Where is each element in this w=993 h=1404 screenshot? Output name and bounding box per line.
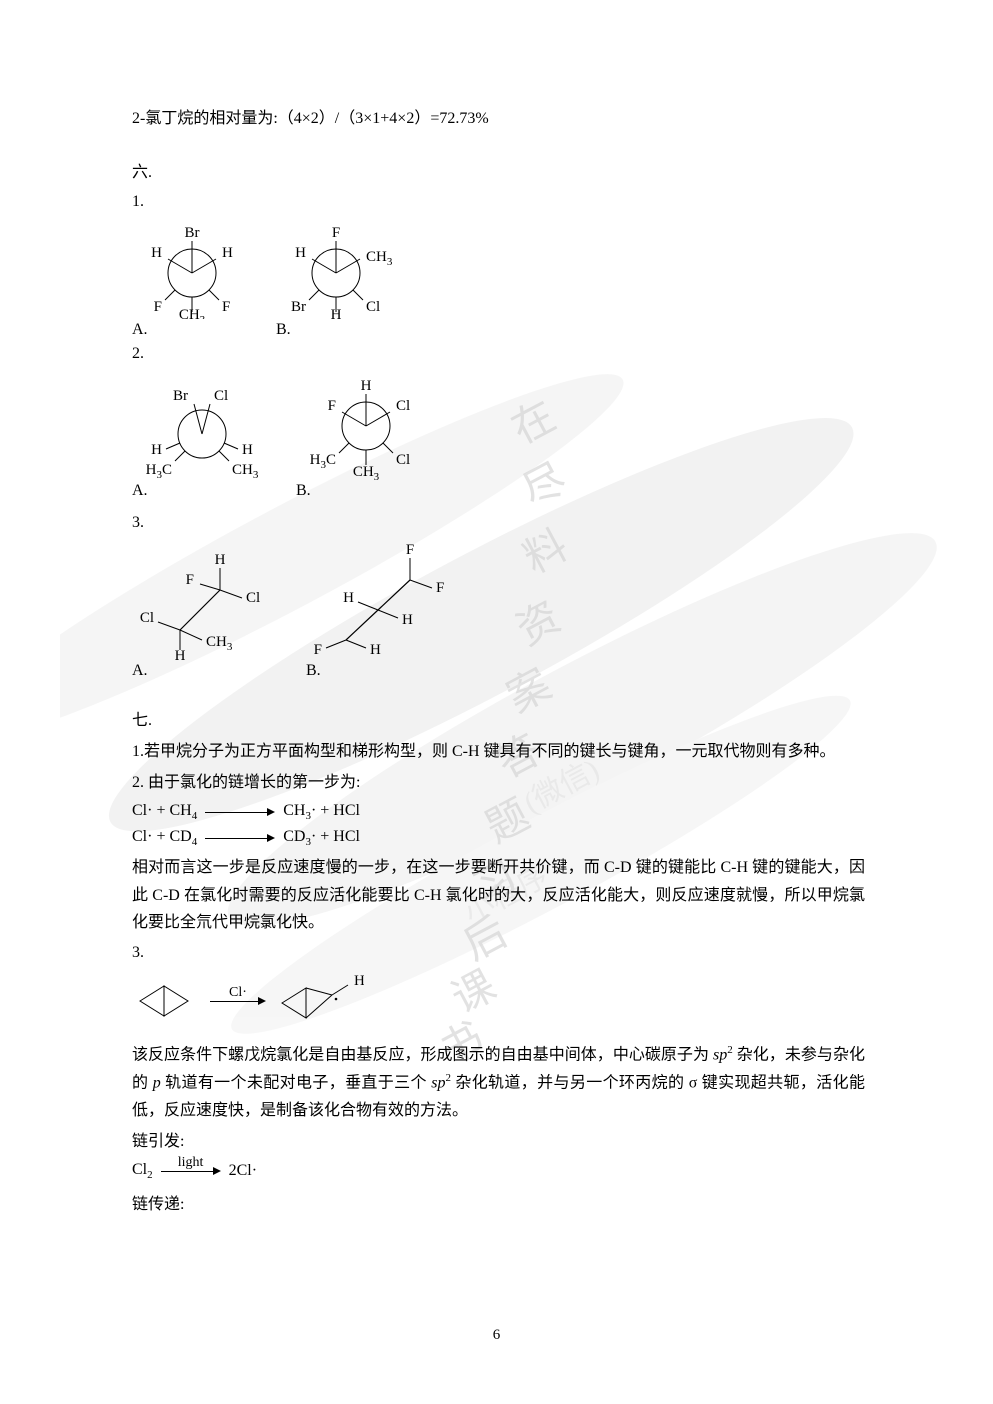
- svg-text:F: F: [436, 580, 444, 596]
- newman-2b-svg: H F Cl H3C Cl CH3: [296, 370, 436, 480]
- svg-text:F: F: [314, 642, 322, 658]
- p7-3-num: 3.: [132, 940, 865, 966]
- chain-init-label: 链引发:: [132, 1128, 865, 1155]
- p7-3-body: 该反应条件下螺戊烷氯化是自由基反应，形成图示的自由基中间体，中心碳原子为 sp2…: [132, 1041, 865, 1123]
- svg-text:H: H: [361, 378, 372, 394]
- newman-1a-block: Br H H F F CH3: [132, 219, 252, 319]
- svg-text:H: H: [370, 642, 381, 658]
- sp-italic: sp: [713, 1047, 727, 1064]
- svg-text:H: H: [295, 245, 306, 261]
- svg-text:H: H: [354, 973, 364, 989]
- svg-text:F: F: [406, 542, 414, 558]
- newman-2a-svg: Br Cl H H H3C CH3: [132, 380, 272, 480]
- page-number: 6: [0, 1327, 993, 1344]
- svg-text:H3C: H3C: [310, 452, 336, 471]
- sawhorse-row: H F Cl Cl CH3 H F F H H: [132, 540, 865, 660]
- svg-text:F: F: [186, 572, 194, 588]
- svg-text:F: F: [328, 398, 336, 414]
- page-content: 2-氯丁烷的相对量为:（4×2）/（3×1+4×2）=72.73% 六. 1. …: [0, 0, 993, 1262]
- svg-text:Cl: Cl: [396, 398, 410, 414]
- newman-row-1: Br H H F F CH3 F H CH3 Br Cl: [132, 219, 865, 319]
- spiropentane-icon: [132, 976, 202, 1026]
- newman-1b-svg: F H CH3 Br Cl H: [276, 219, 406, 319]
- svg-text:H: H: [242, 442, 253, 458]
- svg-text:H: H: [343, 590, 354, 606]
- sawhorse-labels: A. B.: [132, 662, 865, 680]
- svg-text:F: F: [332, 225, 340, 241]
- svg-text:Cl: Cl: [396, 452, 410, 468]
- label-1a: A.: [132, 321, 252, 339]
- svg-text:CH3: CH3: [353, 464, 380, 480]
- newman-1b-block: F H CH3 Br Cl H: [276, 219, 406, 319]
- section-6-label: 六.: [132, 160, 865, 186]
- rxn2-right: CD3· + HCl: [283, 828, 360, 848]
- svg-text:H3C: H3C: [146, 462, 172, 480]
- arrow-label-light: light: [161, 1155, 221, 1171]
- svg-text:Cl: Cl: [246, 590, 260, 606]
- svg-text:Cl: Cl: [366, 299, 380, 315]
- rxn2-left: Cl· + CD4: [132, 828, 197, 848]
- newman-row-1-labels: A. B.: [132, 321, 865, 339]
- newman-2a-block: Br Cl H H H3C CH3: [132, 380, 272, 480]
- svg-text:Br: Br: [291, 299, 306, 315]
- svg-text:H: H: [215, 552, 226, 568]
- svg-text:CH3: CH3: [206, 634, 233, 653]
- svg-text:Cl: Cl: [214, 388, 228, 404]
- spiro-reaction: Cl· H: [132, 973, 865, 1029]
- svg-text:H: H: [402, 612, 413, 628]
- svg-text:H: H: [331, 307, 342, 319]
- spiropentane-radical-icon: H: [274, 973, 364, 1029]
- newman-row-2-labels: A. B.: [132, 482, 865, 500]
- rxn1-right: CH3· + HCl: [283, 802, 360, 822]
- svg-text:CH3: CH3: [366, 249, 393, 268]
- p7-3a3: 轨道有一个未配对电子，垂直于三个: [161, 1074, 432, 1091]
- p7-2-body: 相对而言这一步是反应速度慢的一步，在这一步要断开共价键，而 C-D 键的键能比 …: [132, 854, 865, 936]
- rxn1-left: Cl· + CH4: [132, 802, 197, 822]
- newman-2b-block: H F Cl H3C Cl CH3: [296, 370, 436, 480]
- p7-1: 1.若甲烷分子为正方平面构型和梯形构型，则 C-H 键具有不同的键长与键角，一元…: [132, 738, 865, 765]
- chain-prop-label: 链传递:: [132, 1191, 865, 1218]
- label-3b: B.: [306, 662, 466, 680]
- label-1b: B.: [276, 321, 406, 339]
- top-line: 2-氯丁烷的相对量为:（4×2）/（3×1+4×2）=72.73%: [132, 106, 865, 132]
- svg-text:CH3: CH3: [179, 307, 206, 319]
- svg-text:CH3: CH3: [232, 462, 259, 480]
- sawhorse-b-block: F F H H F H: [306, 540, 466, 660]
- rxn3-left: Cl2: [132, 1161, 153, 1181]
- newman-row-2: Br Cl H H H3C CH3 H F Cl H3C Cl: [132, 370, 865, 480]
- label-3a: A.: [132, 662, 282, 680]
- reaction-3: Cl2 light 2Cl·: [132, 1161, 865, 1181]
- sp-italic2: sp: [431, 1074, 445, 1091]
- label-2a: A.: [132, 482, 272, 500]
- newman-1a-svg: Br H H F F CH3: [132, 219, 252, 319]
- p7-2-intro: 2. 由于氯化的链增长的第一步为:: [132, 769, 865, 796]
- svg-text:Br: Br: [173, 388, 188, 404]
- rxn3-right: 2Cl·: [229, 1162, 257, 1180]
- svg-text:Br: Br: [185, 225, 200, 241]
- svg-text:H: H: [222, 245, 233, 261]
- svg-text:F: F: [154, 299, 162, 315]
- label-2b: B.: [296, 482, 436, 500]
- svg-text:H: H: [151, 245, 162, 261]
- item-6-3: 3.: [132, 510, 865, 536]
- svg-text:H: H: [175, 648, 186, 660]
- svg-text:H: H: [151, 442, 162, 458]
- svg-text:F: F: [222, 299, 230, 315]
- section-7-label: 七.: [132, 708, 865, 734]
- item-6-1: 1.: [132, 189, 865, 215]
- sawhorse-a-svg: H F Cl Cl CH3 H: [132, 550, 282, 660]
- sawhorse-b-svg: F F H H F H: [306, 540, 466, 660]
- reaction-2: Cl· + CD4 CD3· + HCl: [132, 828, 865, 848]
- reaction-1: Cl· + CH4 CH3· + HCl: [132, 802, 865, 822]
- svg-text:Cl: Cl: [140, 610, 154, 626]
- sawhorse-a-block: H F Cl Cl CH3 H: [132, 550, 282, 660]
- item-6-2: 2.: [132, 341, 865, 367]
- p7-3a: 该反应条件下螺戊烷氯化是自由基反应，形成图示的自由基中间体，中心碳原子为: [132, 1047, 713, 1064]
- p-italic: p: [153, 1074, 161, 1091]
